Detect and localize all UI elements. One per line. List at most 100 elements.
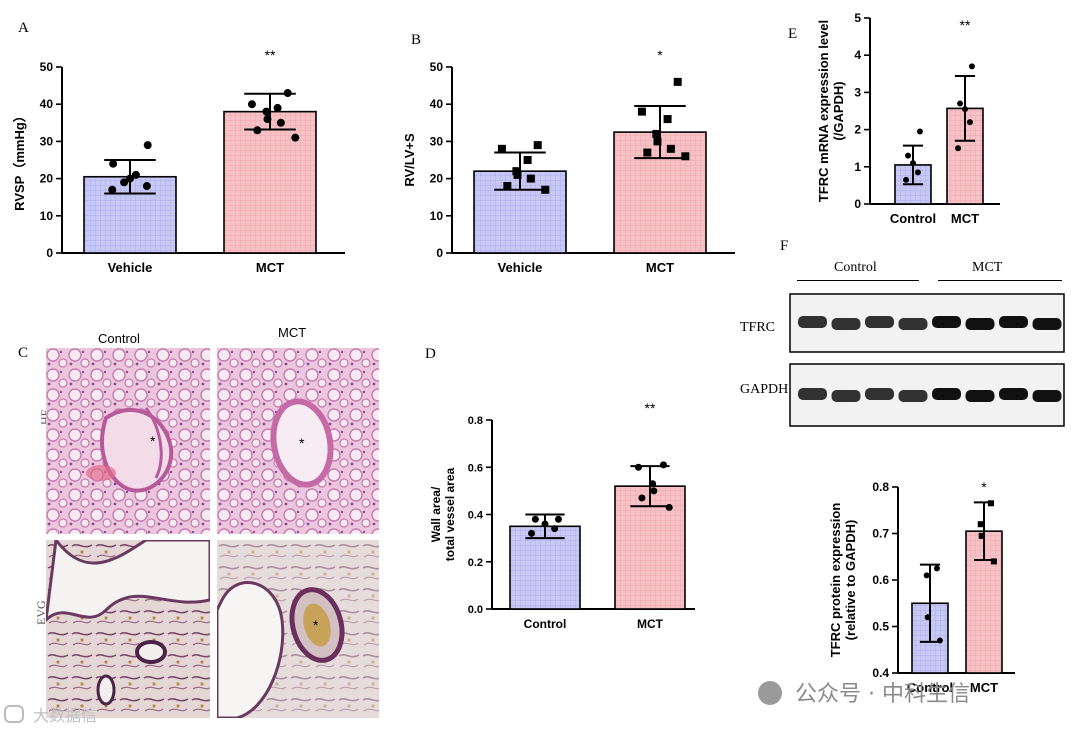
data-point: [650, 487, 658, 495]
blot-band: [865, 388, 894, 400]
data-point: [634, 463, 642, 471]
wechat-icon: [758, 681, 782, 705]
blot-group-mct: MCT: [972, 260, 1003, 275]
x-tick-label: Vehicle: [108, 260, 153, 275]
bar-mct: [223, 110, 317, 254]
he-mct-image: *: [217, 348, 379, 534]
blot-band: [965, 390, 995, 402]
watermark-brand: 公众号 · 中科生信: [758, 676, 970, 708]
y-tick-label: 0.6: [872, 573, 889, 587]
data-point: [513, 170, 522, 179]
blot-band: [865, 316, 894, 328]
blot-band: [798, 388, 827, 400]
y-tick-label: 5: [854, 11, 861, 25]
data-point: [978, 532, 985, 539]
data-point: [653, 137, 662, 146]
data-point: [276, 118, 285, 127]
x-tick-label: MCT: [637, 617, 664, 631]
vessel-star-2: *: [299, 435, 305, 451]
data-point: [916, 128, 923, 135]
data-point: [253, 126, 262, 135]
data-point: [652, 129, 661, 138]
data-point: [291, 133, 300, 142]
x-tick-label: MCT: [970, 680, 998, 695]
bar-chart-rv-lv-s: 0 10 20 30 40 50 RV/LV+S Vehicle MCT *: [402, 47, 735, 275]
blot-label-tfrc: TFRC: [740, 320, 776, 335]
y-tick-label: 0: [854, 197, 861, 211]
evg-control-image: [46, 540, 210, 718]
he-control-image: *: [46, 348, 210, 534]
vessel-star-1: *: [150, 433, 156, 449]
data-point: [910, 160, 916, 167]
data-point: [528, 529, 536, 537]
data-point: [673, 77, 682, 86]
histology-col-label-mct: MCT: [278, 325, 307, 340]
panel-label-a: A: [18, 20, 29, 36]
data-point: [987, 500, 994, 507]
data-point: [273, 103, 282, 112]
data-point: [541, 520, 549, 528]
blot-band: [898, 318, 928, 330]
blot-band: [1032, 390, 1062, 402]
data-point: [977, 521, 984, 528]
y-tick-label: 3: [854, 85, 861, 99]
y-axis-label: total vessel area: [443, 467, 457, 561]
vessel-star-3: *: [313, 617, 319, 633]
y-tick-label: 40: [40, 97, 54, 111]
blot-image: [789, 293, 1065, 427]
data-point: [933, 565, 940, 572]
y-axis-label: RVSP（mmHg）: [12, 109, 27, 211]
data-point: [126, 174, 134, 183]
y-tick-label: 0.7: [872, 527, 889, 541]
y-tick-label: 0: [436, 246, 443, 260]
blot-band: [1032, 318, 1062, 330]
x-tick-label: Vehicle: [498, 260, 543, 275]
y-axis-label: Wall area/: [429, 486, 443, 542]
data-point: [659, 461, 667, 469]
y-tick-label: 50: [40, 60, 54, 74]
data-point: [247, 100, 256, 109]
data-point: [533, 141, 542, 150]
blot-group-control: Control: [834, 260, 877, 275]
data-point: [968, 63, 975, 70]
data-point: [962, 106, 968, 113]
data-point: [924, 614, 931, 621]
data-point: [643, 148, 652, 157]
x-tick-label: MCT: [951, 211, 979, 226]
significance-marker: **: [645, 400, 656, 416]
y-tick-label: 10: [430, 209, 444, 223]
significance-marker: **: [265, 47, 276, 63]
data-point: [681, 152, 690, 161]
y-tick-label: 0.8: [468, 415, 483, 427]
data-point: [923, 572, 930, 579]
x-tick-label: Control: [524, 617, 567, 631]
data-point: [903, 176, 910, 183]
data-point: [914, 169, 921, 176]
y-tick-label: 30: [40, 134, 54, 148]
y-tick-label: 20: [430, 172, 444, 186]
bar-chart-wall-area: 0.0 0.2 0.4 0.6 0.8 Wall area/total vessel ar…: [429, 400, 695, 631]
y-tick-label: 10: [40, 209, 54, 223]
data-point: [131, 170, 140, 179]
data-point: [541, 185, 550, 194]
bar-chart-tfrc-mrna: 0 1 2 3 4 5 TFRC mRNA expression level (/GAPDH)…: [816, 11, 1000, 226]
data-point: [990, 558, 997, 565]
x-tick-label: Control: [907, 680, 953, 695]
data-point: [637, 107, 646, 116]
y-tick-label: 2: [854, 123, 861, 137]
watermark-bottom-left: 大数据信: [4, 702, 97, 726]
panel-label-d: D: [425, 346, 436, 362]
data-point: [143, 141, 152, 150]
data-point: [503, 182, 512, 191]
data-point: [663, 115, 672, 124]
data-point: [120, 178, 129, 187]
data-point: [551, 525, 559, 533]
blot-band: [898, 390, 928, 402]
data-point: [523, 156, 532, 164]
y-tick-label: 50: [430, 60, 444, 74]
histology-col-label-control: Control: [98, 331, 140, 346]
significance-marker: **: [960, 17, 971, 33]
data-point: [957, 100, 964, 107]
data-point: [665, 503, 673, 511]
panel-label-f: F: [780, 238, 789, 254]
